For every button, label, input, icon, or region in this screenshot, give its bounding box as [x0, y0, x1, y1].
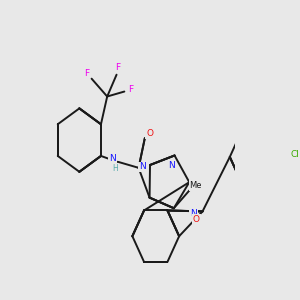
Text: F: F — [128, 85, 133, 94]
Text: F: F — [84, 69, 89, 78]
Text: N: N — [168, 161, 175, 170]
Text: H: H — [112, 164, 118, 173]
Text: N: N — [190, 209, 197, 218]
Text: N: N — [193, 182, 200, 191]
Text: Me: Me — [189, 181, 202, 190]
Text: N: N — [110, 154, 116, 164]
Text: O: O — [193, 215, 200, 224]
Text: O: O — [146, 129, 153, 138]
Text: N: N — [139, 163, 146, 172]
Text: F: F — [116, 63, 121, 72]
Text: Cl: Cl — [290, 151, 299, 160]
